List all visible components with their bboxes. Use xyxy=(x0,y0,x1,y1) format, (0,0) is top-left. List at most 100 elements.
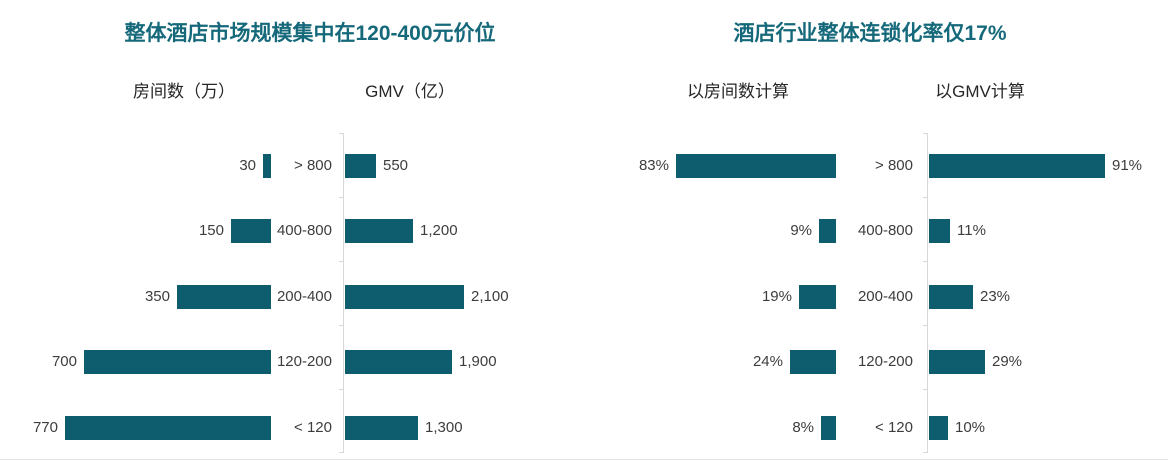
gmv-value-label: 1,900 xyxy=(459,353,497,370)
gmv-bar-cell: 550 xyxy=(345,154,408,178)
gmv-bar xyxy=(345,350,452,374)
gmv-value-label: 550 xyxy=(383,157,409,174)
gmv-pct-bar xyxy=(929,350,985,374)
axis-tick xyxy=(923,133,927,134)
gmv-pct-bar-cell: 23% xyxy=(929,285,1010,309)
category-label: < 120 xyxy=(294,419,332,436)
gmv-pct-bar xyxy=(929,285,973,309)
panel1-rooms-header: 房间数（万） xyxy=(133,82,235,101)
gmv-pct-value-label: 29% xyxy=(992,353,1023,370)
rooms-pct-value-label: 9% xyxy=(790,222,812,239)
category-label: 120-200 xyxy=(276,353,332,370)
panel1-category-axis-line xyxy=(339,133,344,453)
panel1-row: 30 > 800 550 xyxy=(0,154,1168,178)
category-label: 200-400 xyxy=(276,288,332,305)
rooms-bar-cell: 770 xyxy=(33,416,271,440)
axis-tick xyxy=(923,325,927,326)
category-label: > 800 xyxy=(294,157,332,174)
gmv-pct-bar xyxy=(929,154,1105,178)
gmv-bar-cell: 1,900 xyxy=(345,350,497,374)
category-label: 120-200 xyxy=(857,353,913,370)
gmv-bar xyxy=(345,154,376,178)
rooms-pct-value-label: 8% xyxy=(792,419,814,436)
rooms-pct-value-label: 24% xyxy=(752,353,783,370)
panel1-title: 整体酒店市场规模集中在120-400元价位 xyxy=(124,22,496,45)
rooms-bar-cell: 150 xyxy=(199,219,271,243)
category-label: 200-400 xyxy=(857,288,913,305)
rooms-pct-bar xyxy=(799,285,836,309)
rooms-bar-cell: 350 xyxy=(145,285,271,309)
panel1-row: 350 200-400 2,100 xyxy=(0,285,1168,309)
rooms-value-label: 350 xyxy=(144,288,170,305)
panel2-row: 24% 120-200 29% xyxy=(0,350,1168,374)
gmv-bar xyxy=(345,219,413,243)
axis-tick xyxy=(923,452,927,453)
panel2-gmv-header: 以GMV计算 xyxy=(935,82,1025,101)
rooms-bar-cell: 30 xyxy=(239,154,271,178)
rooms-bar xyxy=(231,219,271,243)
panel2-row: 8% < 120 10% xyxy=(0,416,1168,440)
category-label: 400-800 xyxy=(857,222,913,239)
gmv-bar-cell: 2,100 xyxy=(345,285,509,309)
rooms-pct-bar xyxy=(819,219,836,243)
rooms-value-label: 30 xyxy=(239,157,256,174)
axis-tick xyxy=(339,325,343,326)
rooms-bar xyxy=(263,154,271,178)
gmv-value-label: 2,100 xyxy=(471,288,509,305)
gmv-pct-bar-cell: 29% xyxy=(929,350,1022,374)
gmv-pct-value-label: 23% xyxy=(980,288,1011,305)
panel1-row: 770 < 120 1,300 xyxy=(0,416,1168,440)
panel1-row: 700 120-200 1,900 xyxy=(0,350,1168,374)
gmv-pct-value-label: 91% xyxy=(1112,157,1143,174)
rooms-value-label: 150 xyxy=(198,222,224,239)
axis-tick xyxy=(339,452,343,453)
panel2-rooms-header: 以房间数计算 xyxy=(687,82,789,101)
axis-tick xyxy=(339,197,343,198)
rooms-pct-bar xyxy=(790,350,836,374)
panel2-row: 19% 200-400 23% xyxy=(0,285,1168,309)
rooms-pct-bar-cell: 8% xyxy=(792,416,836,440)
gmv-value-label: 1,300 xyxy=(425,419,463,436)
axis-tick xyxy=(923,389,927,390)
rooms-pct-bar-cell: 24% xyxy=(753,350,836,374)
gmv-pct-bar-cell: 91% xyxy=(929,154,1142,178)
panel2-title: 酒店行业整体连锁化率仅17% xyxy=(733,22,1007,45)
gmv-bar xyxy=(345,285,464,309)
gmv-bar-cell: 1,300 xyxy=(345,416,463,440)
axis-tick xyxy=(339,133,343,134)
gmv-pct-bar xyxy=(929,416,948,440)
gmv-pct-bar xyxy=(929,219,950,243)
gmv-pct-value-label: 11% xyxy=(957,222,986,239)
rooms-pct-bar xyxy=(821,416,836,440)
panel2-row: 9% 400-800 11% xyxy=(0,219,1168,243)
rooms-pct-value-label: 83% xyxy=(638,157,669,174)
panel1-row: 150 400-800 1,200 xyxy=(0,219,1168,243)
axis-tick xyxy=(923,197,927,198)
rooms-pct-value-label: 19% xyxy=(761,288,792,305)
gmv-bar xyxy=(345,416,418,440)
panel2-row: 83% > 800 91% xyxy=(0,154,1168,178)
category-label: > 800 xyxy=(875,157,913,174)
gmv-pct-bar-cell: 11% xyxy=(929,219,986,243)
rooms-bar-cell: 700 xyxy=(52,350,271,374)
category-label: < 120 xyxy=(875,419,913,436)
rooms-pct-bar xyxy=(676,154,836,178)
rooms-bar xyxy=(65,416,271,440)
rooms-bar xyxy=(84,350,271,374)
panel1-gmv-header: GMV（亿） xyxy=(365,82,455,101)
gmv-pct-bar-cell: 10% xyxy=(929,416,985,440)
rooms-value-label: 770 xyxy=(32,419,58,436)
rooms-pct-bar-cell: 9% xyxy=(790,219,836,243)
rooms-pct-bar-cell: 19% xyxy=(762,285,836,309)
category-label: 400-800 xyxy=(276,222,332,239)
gmv-bar-cell: 1,200 xyxy=(345,219,458,243)
axis-tick xyxy=(923,261,927,262)
panel2-category-axis-line xyxy=(923,133,928,453)
axis-tick xyxy=(339,389,343,390)
gmv-value-label: 1,200 xyxy=(420,222,458,239)
rooms-value-label: 700 xyxy=(51,353,77,370)
gmv-pct-value-label: 10% xyxy=(955,419,986,436)
axis-tick xyxy=(339,261,343,262)
rooms-bar xyxy=(177,285,271,309)
